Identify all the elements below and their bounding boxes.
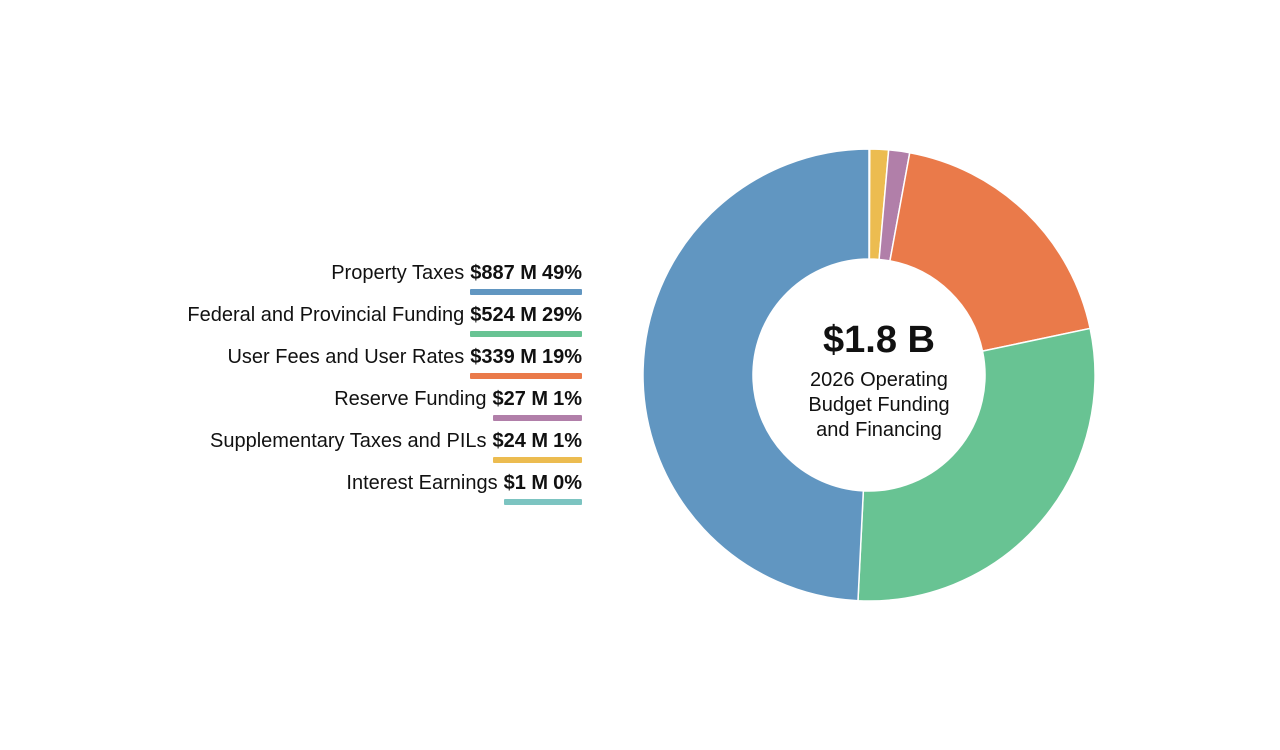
legend-value-block: $524 M 29%	[470, 300, 582, 337]
legend-item-federal-and-provincial-funding: Federal and Provincial Funding $524 M 29%	[187, 300, 582, 342]
legend-value: $24 M 1%	[493, 426, 583, 456]
legend-value: $339 M 19%	[470, 342, 582, 372]
legend-amount: $339 M	[470, 346, 537, 368]
donut-chart	[642, 148, 1096, 602]
legend-swatch	[470, 373, 582, 379]
legend-label: Reserve Funding	[334, 388, 487, 410]
legend-value: $524 M 29%	[470, 300, 582, 330]
legend-label: Federal and Provincial Funding	[187, 304, 465, 326]
legend-percent: 19%	[541, 346, 582, 368]
legend-amount: $1 M	[503, 472, 549, 494]
chart-caption: 2026 Operating Budget Funding and Financ…	[808, 369, 950, 441]
legend-percent: 49%	[541, 262, 582, 284]
legend-value: $1 M 0%	[504, 468, 582, 498]
legend-label: Property Taxes	[331, 262, 465, 284]
legend-item-property-taxes: Property Taxes $887 M 49%	[331, 258, 582, 300]
legend-swatch	[503, 499, 582, 505]
legend-swatch	[470, 331, 582, 337]
total-amount: $1.8 B	[823, 319, 935, 361]
legend-swatch	[470, 289, 582, 295]
legend-percent: 1%	[553, 388, 582, 410]
legend-value-block: $24 M 1%	[492, 426, 583, 463]
slice-user-fees-and-user-rates	[889, 151, 1092, 352]
legend-value: $887 M 49%	[470, 258, 582, 288]
legend-amount: $887 M	[470, 262, 537, 284]
legend-label: Interest Earnings	[346, 472, 498, 494]
chart-legend: Property Taxes $887 M 49% Federal and Provi…	[187, 258, 582, 510]
slice-property-taxes	[642, 148, 870, 602]
legend-value-block: $887 M 49%	[470, 258, 582, 295]
legend-amount: $24 M	[492, 430, 549, 452]
legend-amount: $27 M	[492, 388, 549, 410]
legend-swatch	[492, 457, 582, 463]
legend-item-supplementary-taxes-and-pils: Supplementary Taxes and PILs $24 M 1%	[210, 426, 582, 468]
legend-item-user-fees-and-user-rates: User Fees and User Rates $339 M 19%	[227, 342, 582, 384]
legend-label: Supplementary Taxes and PILs	[210, 430, 487, 452]
legend-value-block: $339 M 19%	[470, 342, 582, 379]
legend-swatch	[492, 415, 582, 421]
legend-item-reserve-funding: Reserve Funding $27 M 1%	[334, 384, 582, 426]
donut-center: $1.8 B 2026 Operating Budget Funding and…	[769, 314, 989, 443]
legend-percent: 0%	[553, 472, 582, 494]
slice-federal-and-provincial-funding	[857, 327, 1096, 602]
legend-label: User Fees and User Rates	[227, 346, 465, 368]
legend-value-block: $1 M 0%	[503, 468, 582, 505]
legend-percent: 1%	[553, 430, 582, 452]
legend-value-block: $27 M 1%	[492, 384, 583, 421]
legend-percent: 29%	[541, 304, 582, 326]
legend-item-interest-earnings: Interest Earnings $1 M 0%	[346, 468, 582, 510]
legend-value: $27 M 1%	[493, 384, 583, 414]
legend-amount: $524 M	[470, 304, 537, 326]
